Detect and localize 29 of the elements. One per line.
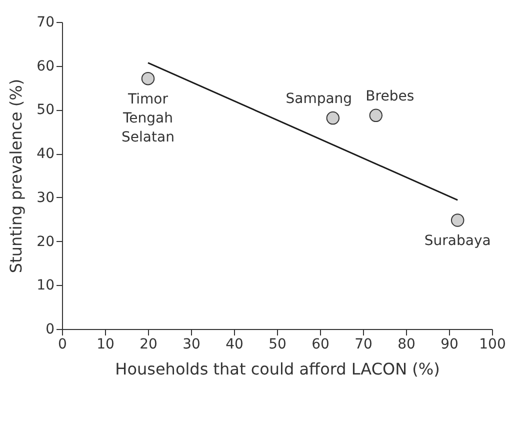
y-tick-label: 20 (36, 234, 54, 250)
point (450, 214, 464, 227)
x-tick-label: 0 (58, 336, 67, 352)
y-tick-label: 70 (36, 14, 54, 30)
x-tick-label: 60 (312, 336, 330, 352)
annotation: Brebes (366, 88, 414, 104)
y-tick-label: 0 (46, 322, 54, 338)
point (141, 72, 155, 86)
annotation: Timor Tengah Selatan (122, 92, 174, 146)
x-axis-title: Households that could afford LACON (%) (115, 360, 440, 378)
x-tick-label: 30 (182, 336, 200, 352)
x-tick-label: 100 (479, 336, 506, 352)
y-tick-label: 50 (36, 102, 54, 118)
y-tick-label: 30 (36, 190, 54, 206)
x-tick-label: 40 (226, 336, 244, 352)
x-tick-label: 10 (96, 336, 114, 352)
x-tick-label: 90 (440, 336, 458, 352)
x-tick-label: 50 (268, 336, 286, 352)
y-axis-title: Stunting prevalence (%) (6, 78, 26, 274)
y-tick-label: 10 (36, 278, 54, 294)
point (326, 111, 340, 125)
x-tick-label: 20 (140, 336, 158, 352)
y-tick-label: 40 (36, 146, 54, 162)
point (369, 108, 383, 122)
x-tick-label: 80 (398, 336, 416, 352)
annotation: Surabaya (424, 233, 491, 250)
x-tick-label: 70 (354, 336, 372, 352)
annotation: Sampang (286, 91, 352, 108)
y-tick-label: 60 (36, 58, 54, 74)
